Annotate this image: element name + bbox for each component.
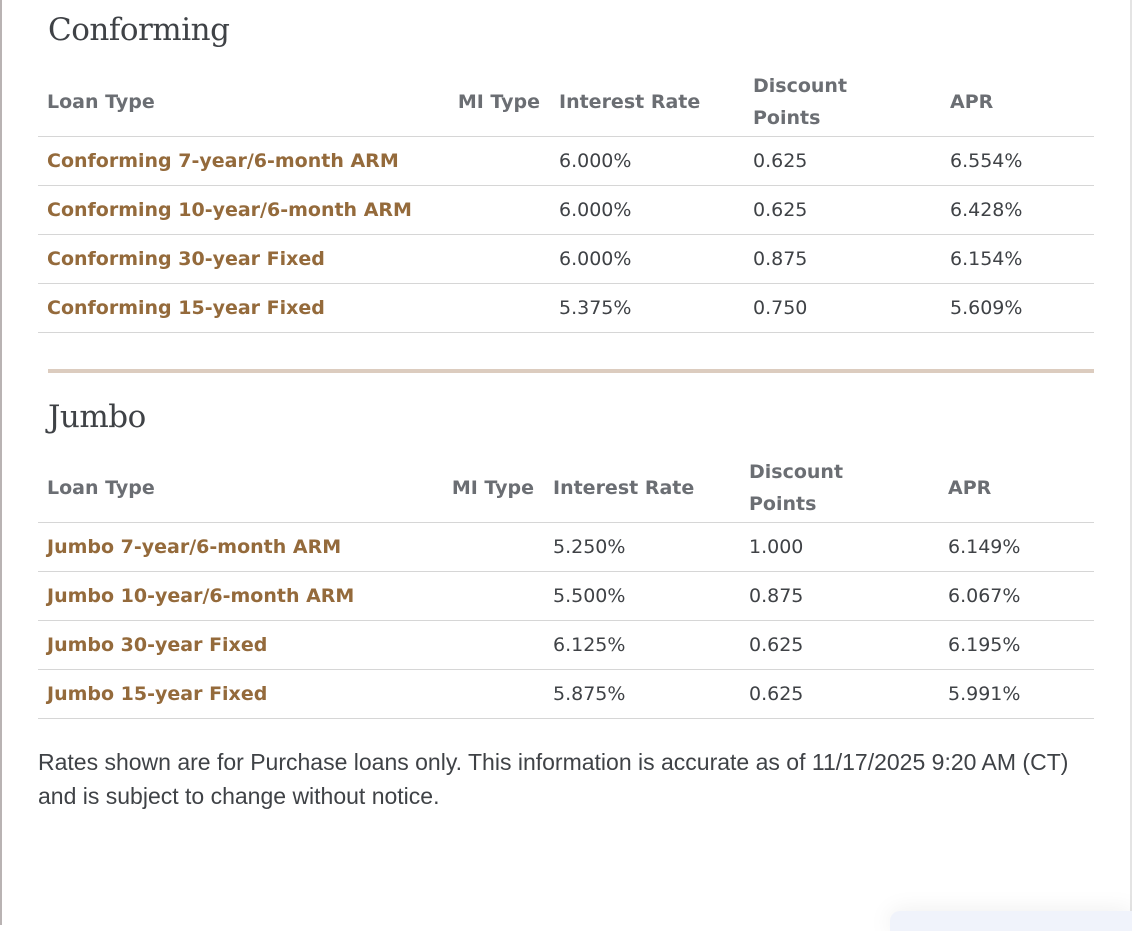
loan-type-link[interactable]: Jumbo 30-year Fixed [38, 620, 438, 670]
rates-table: Loan Type MI Type Interest Rate Discount… [38, 68, 1094, 333]
section-title: Jumbo [48, 398, 146, 435]
interest-rate-cell: 5.875% [552, 669, 748, 719]
header-mi-type: MI Type [457, 90, 540, 113]
discount-points-cell: 0.875 [752, 233, 949, 283]
frame-border-left [0, 0, 2, 925]
discount-points-cell: 0.625 [748, 669, 947, 719]
apr-cell: 6.154% [949, 233, 1094, 283]
apr-cell: 5.991% [947, 669, 1094, 719]
floating-widget-edge [890, 911, 1132, 931]
loan-type-link[interactable]: Conforming 10-year/6-month ARM [38, 184, 438, 234]
interest-rate-cell: 6.125% [552, 620, 748, 670]
apr-cell: 6.195% [947, 620, 1094, 670]
apr-cell: 6.067% [947, 571, 1094, 621]
mi-type-cell [438, 571, 552, 621]
header-loan-type: Loan Type [47, 477, 155, 500]
table-header-row: Loan Type MI Type Interest Rate Discount… [38, 455, 1094, 523]
table-row: Conforming 10-year/6-month ARM 6.000% 0.… [38, 184, 1094, 234]
table-row: Jumbo 10-year/6-month ARM 5.500% 0.875 6… [38, 571, 1094, 621]
loan-type-link[interactable]: Jumbo 15-year Fixed [38, 669, 438, 719]
loan-type-link[interactable]: Jumbo 7-year/6-month ARM [38, 522, 438, 572]
rates-section-conforming: Conforming Loan Type MI Type Interest Ra… [38, 12, 1094, 333]
table-row: Jumbo 7-year/6-month ARM 5.250% 1.000 6.… [38, 522, 1094, 572]
mi-type-cell [438, 669, 552, 719]
section-divider [48, 368, 1094, 373]
discount-points-cell: 1.000 [748, 522, 947, 572]
loan-type-link[interactable]: Conforming 15-year Fixed [38, 282, 438, 333]
discount-points-cell: 0.875 [748, 571, 947, 621]
table-row: Conforming 7-year/6-month ARM 6.000% 0.6… [38, 135, 1094, 185]
mi-type-cell [438, 282, 558, 333]
discount-points-cell: 0.750 [752, 282, 949, 333]
section-title: Conforming [48, 12, 230, 48]
table-row: Jumbo 30-year Fixed 6.125% 0.625 6.195% [38, 620, 1094, 670]
table-row: Conforming 30-year Fixed 6.000% 0.875 6.… [38, 233, 1094, 283]
rates-disclaimer: Rates shown are for Purchase loans only.… [38, 749, 1069, 809]
apr-cell: 5.609% [949, 282, 1094, 333]
header-discount-points: Discount Points [749, 461, 844, 516]
discount-points-cell: 0.625 [752, 184, 949, 234]
header-interest-rate: Interest Rate [559, 90, 701, 113]
apr-cell: 6.149% [947, 522, 1094, 572]
apr-cell: 6.554% [949, 135, 1094, 185]
loan-type-link[interactable]: Jumbo 10-year/6-month ARM [38, 571, 438, 621]
table-header-row: Loan Type MI Type Interest Rate Discount… [38, 68, 1094, 136]
header-mi-type: MI Type [451, 477, 534, 500]
mi-type-cell [438, 233, 558, 283]
loan-type-link[interactable]: Conforming 30-year Fixed [38, 233, 438, 283]
header-apr: APR [948, 477, 992, 500]
mi-type-cell [438, 184, 558, 234]
interest-rate-cell: 6.000% [558, 233, 752, 283]
header-interest-rate: Interest Rate [553, 477, 695, 500]
interest-rate-cell: 6.000% [558, 184, 752, 234]
interest-rate-cell: 6.000% [558, 135, 752, 185]
header-apr: APR [950, 90, 994, 113]
apr-cell: 6.428% [949, 184, 1094, 234]
header-loan-type: Loan Type [47, 90, 155, 113]
rates-table: Loan Type MI Type Interest Rate Discount… [38, 455, 1094, 719]
discount-points-cell: 0.625 [748, 620, 947, 670]
interest-rate-cell: 5.375% [558, 282, 752, 333]
header-discount-points: Discount Points [753, 74, 848, 129]
discount-points-cell: 0.625 [752, 135, 949, 185]
interest-rate-cell: 5.250% [552, 522, 748, 572]
table-row: Conforming 15-year Fixed 5.375% 0.750 5.… [38, 282, 1094, 333]
loan-type-link[interactable]: Conforming 7-year/6-month ARM [38, 135, 438, 185]
interest-rate-cell: 5.500% [552, 571, 748, 621]
mi-type-cell [438, 620, 552, 670]
rates-section-jumbo: Jumbo Loan Type MI Type Interest Rate Di… [38, 368, 1094, 719]
frame-border-right [1130, 0, 1132, 925]
mi-type-cell [438, 135, 558, 185]
table-row: Jumbo 15-year Fixed 5.875% 0.625 5.991% [38, 669, 1094, 719]
rates-content: Conforming Loan Type MI Type Interest Ra… [38, 0, 1094, 813]
mi-type-cell [438, 522, 552, 572]
